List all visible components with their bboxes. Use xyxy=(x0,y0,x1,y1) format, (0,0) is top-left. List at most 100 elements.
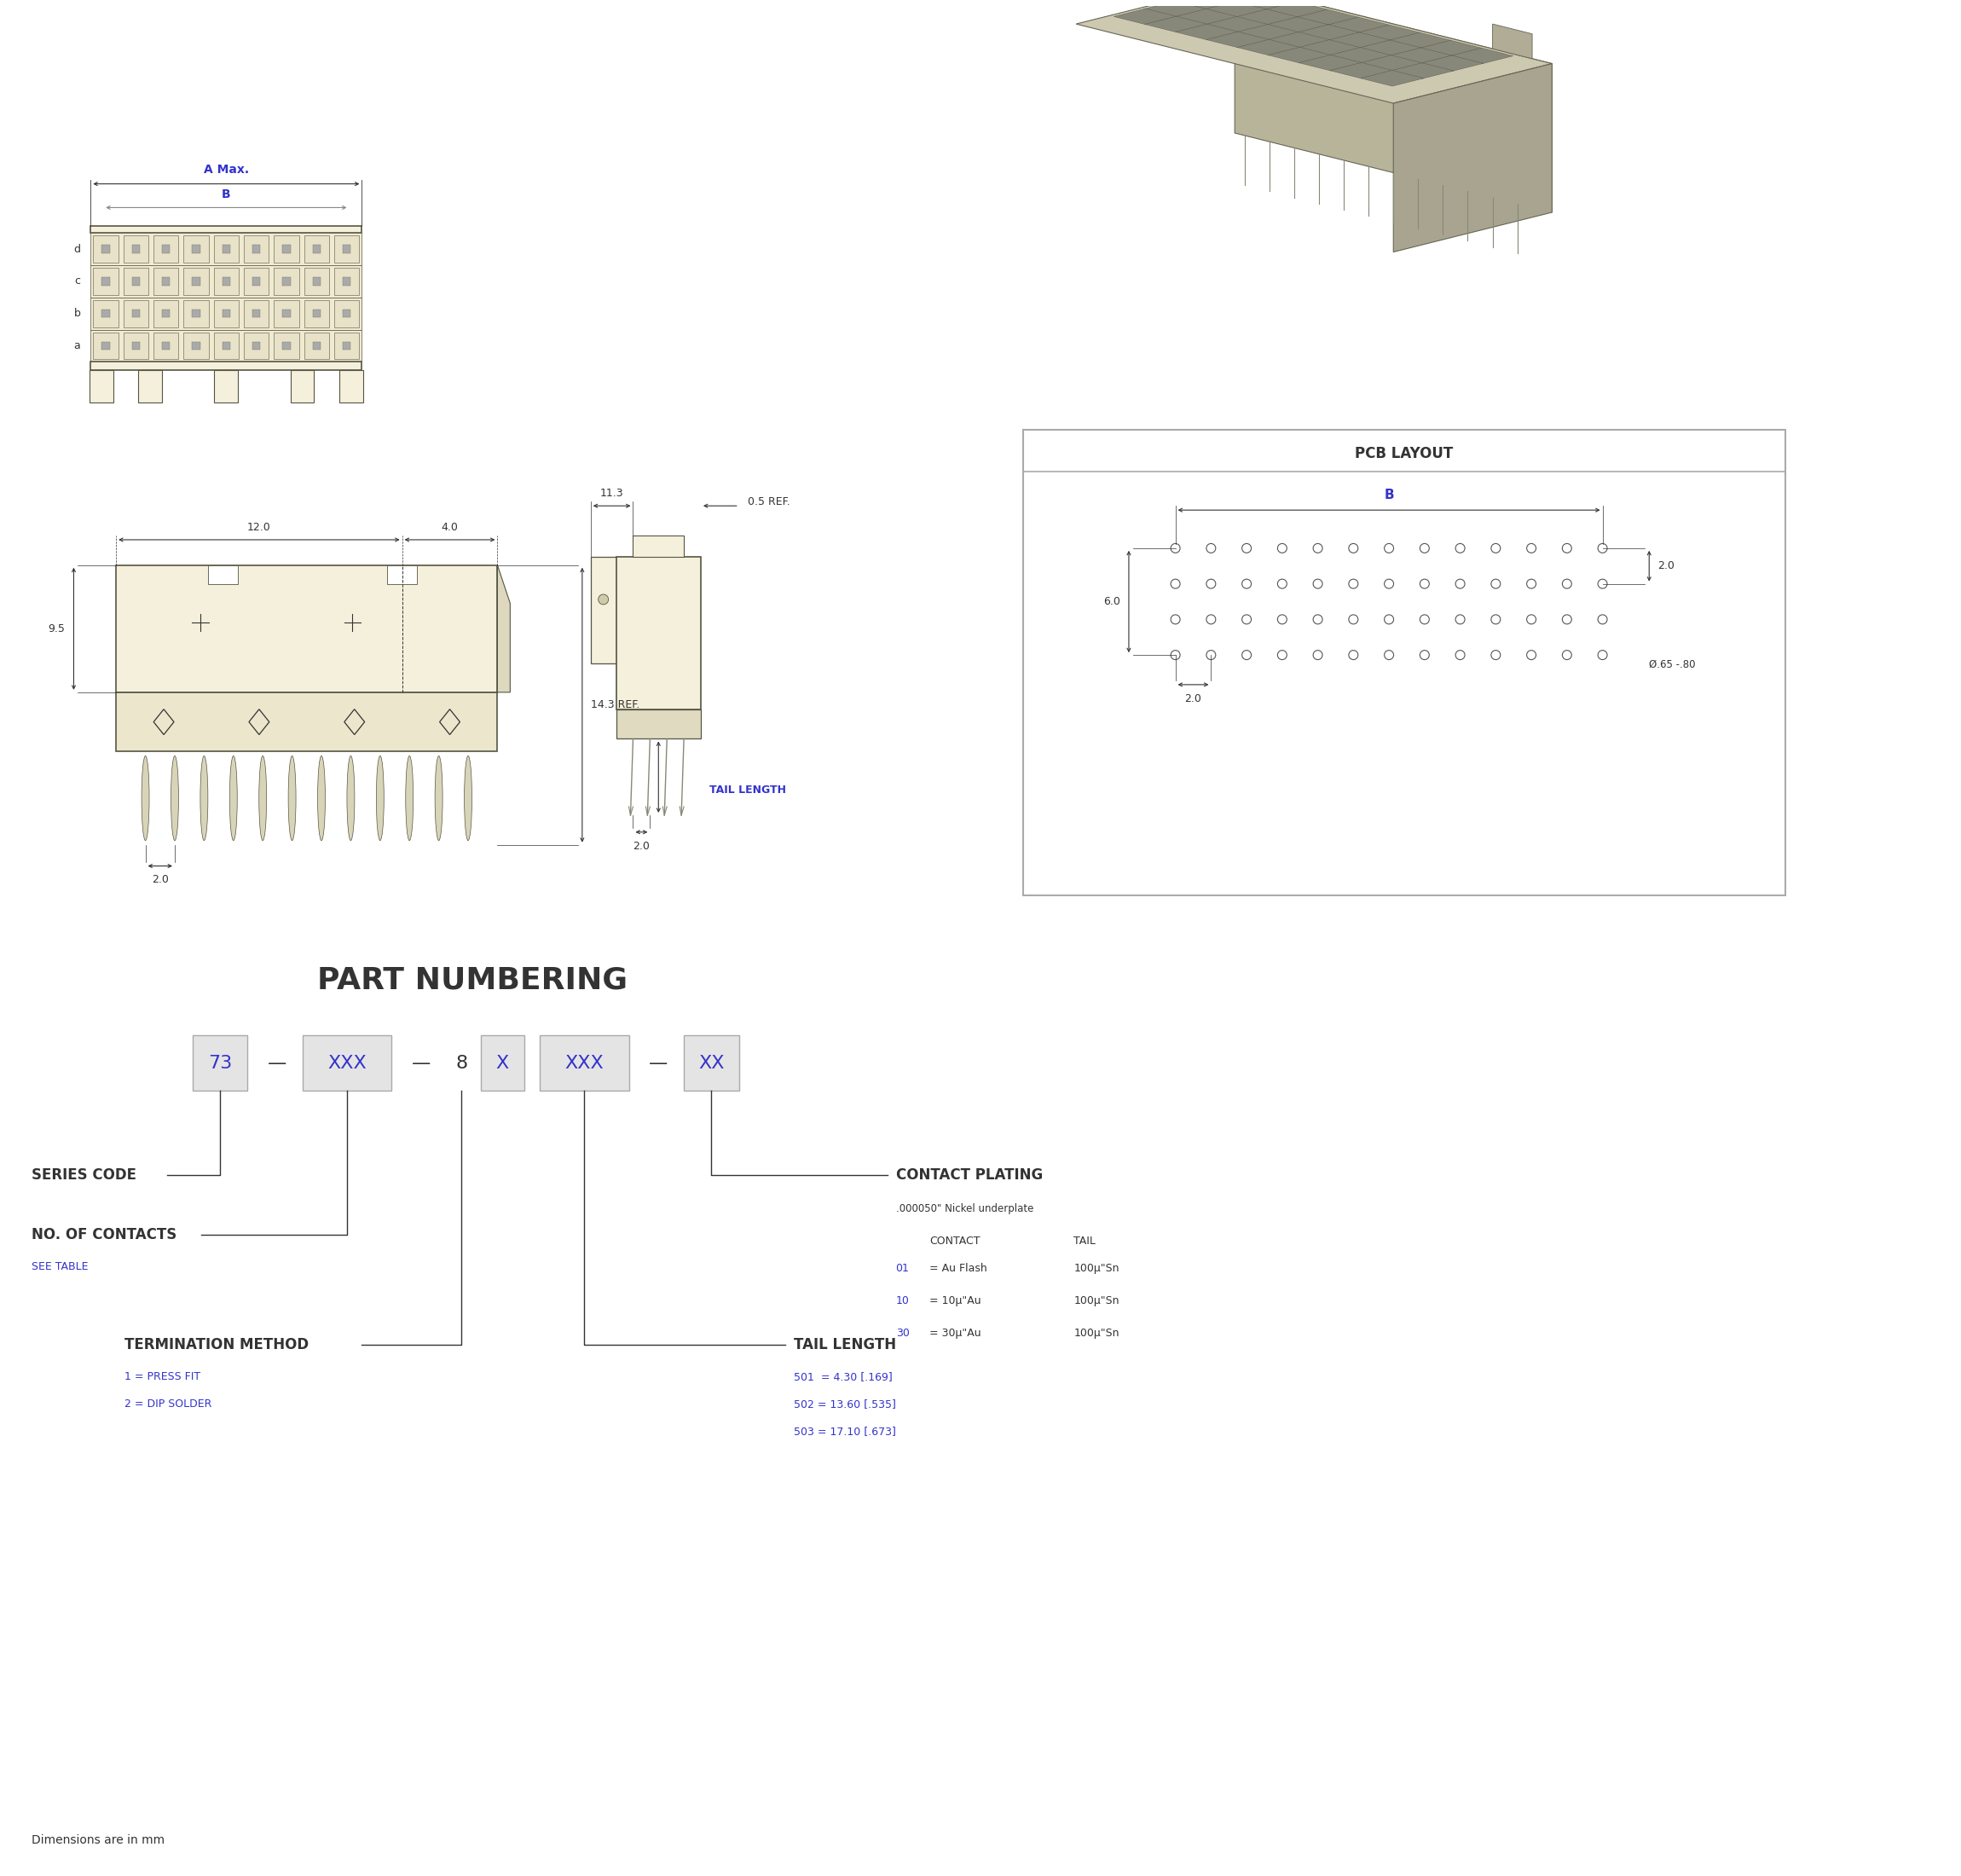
Text: —: — xyxy=(412,1054,431,1071)
Bar xyxy=(184,236,208,263)
Polygon shape xyxy=(1077,0,1551,103)
Bar xyxy=(124,300,149,326)
Bar xyxy=(116,565,498,692)
Bar xyxy=(214,332,239,360)
Text: NO. OF CONTACTS: NO. OF CONTACTS xyxy=(31,1227,176,1242)
Bar xyxy=(343,341,351,349)
Text: X: X xyxy=(496,1054,510,1071)
Text: 0.5 REF.: 0.5 REF. xyxy=(747,495,790,507)
Bar xyxy=(90,362,363,370)
Bar xyxy=(275,332,298,360)
Bar xyxy=(102,246,110,253)
Bar xyxy=(90,298,363,330)
Bar xyxy=(153,236,178,263)
Polygon shape xyxy=(1114,9,1177,24)
Bar xyxy=(590,557,616,664)
Bar xyxy=(214,268,239,295)
Bar xyxy=(102,341,110,349)
Text: c: c xyxy=(75,276,80,287)
Text: 2.0: 2.0 xyxy=(1657,561,1675,572)
Polygon shape xyxy=(1326,17,1390,34)
Text: —: — xyxy=(267,1054,286,1071)
Text: 10: 10 xyxy=(896,1294,910,1306)
Polygon shape xyxy=(1298,39,1361,56)
Bar xyxy=(139,370,163,403)
Text: 2.0: 2.0 xyxy=(151,874,169,885)
Text: B: B xyxy=(222,189,231,201)
Bar xyxy=(163,278,171,285)
Text: 12.0: 12.0 xyxy=(247,522,271,533)
Bar xyxy=(192,1036,247,1090)
Polygon shape xyxy=(1390,64,1453,79)
Bar xyxy=(339,370,363,403)
Text: SEE TABLE: SEE TABLE xyxy=(31,1261,88,1272)
Polygon shape xyxy=(1204,2,1267,17)
Text: Dimensions are in mm: Dimensions are in mm xyxy=(31,1835,165,1846)
Polygon shape xyxy=(1265,2,1328,17)
Text: 14.3 REF.: 14.3 REF. xyxy=(590,700,639,711)
Bar xyxy=(90,233,363,265)
Polygon shape xyxy=(1361,69,1424,86)
Polygon shape xyxy=(1265,17,1330,32)
Text: CONTACT PLATING: CONTACT PLATING xyxy=(896,1167,1043,1184)
Bar xyxy=(333,236,359,263)
Bar xyxy=(131,246,139,253)
Polygon shape xyxy=(1359,39,1422,56)
Bar xyxy=(222,310,229,317)
Bar xyxy=(94,268,118,295)
Bar xyxy=(192,246,200,253)
Bar xyxy=(131,278,139,285)
Text: TAIL LENGTH: TAIL LENGTH xyxy=(794,1338,896,1353)
Ellipse shape xyxy=(288,756,296,840)
Polygon shape xyxy=(1145,17,1208,32)
Text: 2 = DIP SOLDER: 2 = DIP SOLDER xyxy=(126,1398,212,1409)
Polygon shape xyxy=(1235,9,1298,24)
Text: 1 = PRESS FIT: 1 = PRESS FIT xyxy=(126,1371,200,1383)
Polygon shape xyxy=(1143,2,1206,17)
Ellipse shape xyxy=(318,756,326,840)
Bar xyxy=(192,341,200,349)
Polygon shape xyxy=(1449,49,1514,64)
Polygon shape xyxy=(1388,32,1451,49)
Polygon shape xyxy=(1359,54,1424,71)
Bar xyxy=(90,265,363,298)
Bar xyxy=(184,332,208,360)
Bar xyxy=(131,310,139,317)
Circle shape xyxy=(598,595,608,604)
Polygon shape xyxy=(1420,56,1484,71)
Text: 100μ"Sn: 100μ"Sn xyxy=(1075,1263,1120,1274)
Text: 8: 8 xyxy=(455,1054,467,1071)
Polygon shape xyxy=(1298,54,1363,71)
Bar xyxy=(94,332,118,360)
Ellipse shape xyxy=(377,756,384,840)
Bar xyxy=(633,535,684,557)
Text: 2.0: 2.0 xyxy=(1184,692,1202,704)
Bar xyxy=(539,1036,629,1090)
Text: = 30μ"Au: = 30μ"Au xyxy=(930,1328,980,1338)
Bar xyxy=(304,268,329,295)
Bar xyxy=(275,268,298,295)
Bar xyxy=(90,330,363,362)
Bar xyxy=(214,300,239,326)
Polygon shape xyxy=(1357,24,1420,41)
Bar xyxy=(116,692,498,752)
Bar xyxy=(153,268,178,295)
Bar xyxy=(253,246,261,253)
Bar xyxy=(304,236,329,263)
Bar xyxy=(222,278,229,285)
Polygon shape xyxy=(1206,32,1271,47)
Bar xyxy=(222,246,229,253)
Bar xyxy=(312,278,322,285)
Polygon shape xyxy=(1330,47,1392,64)
Bar xyxy=(253,278,261,285)
Polygon shape xyxy=(1267,32,1330,49)
Text: PCB LAYOUT: PCB LAYOUT xyxy=(1355,446,1453,461)
Polygon shape xyxy=(1388,47,1453,64)
Text: 73: 73 xyxy=(208,1054,231,1071)
Bar xyxy=(163,246,171,253)
Bar xyxy=(131,341,139,349)
Bar xyxy=(290,370,314,403)
Polygon shape xyxy=(1296,24,1361,41)
Polygon shape xyxy=(1394,64,1551,251)
Text: b: b xyxy=(75,308,80,319)
